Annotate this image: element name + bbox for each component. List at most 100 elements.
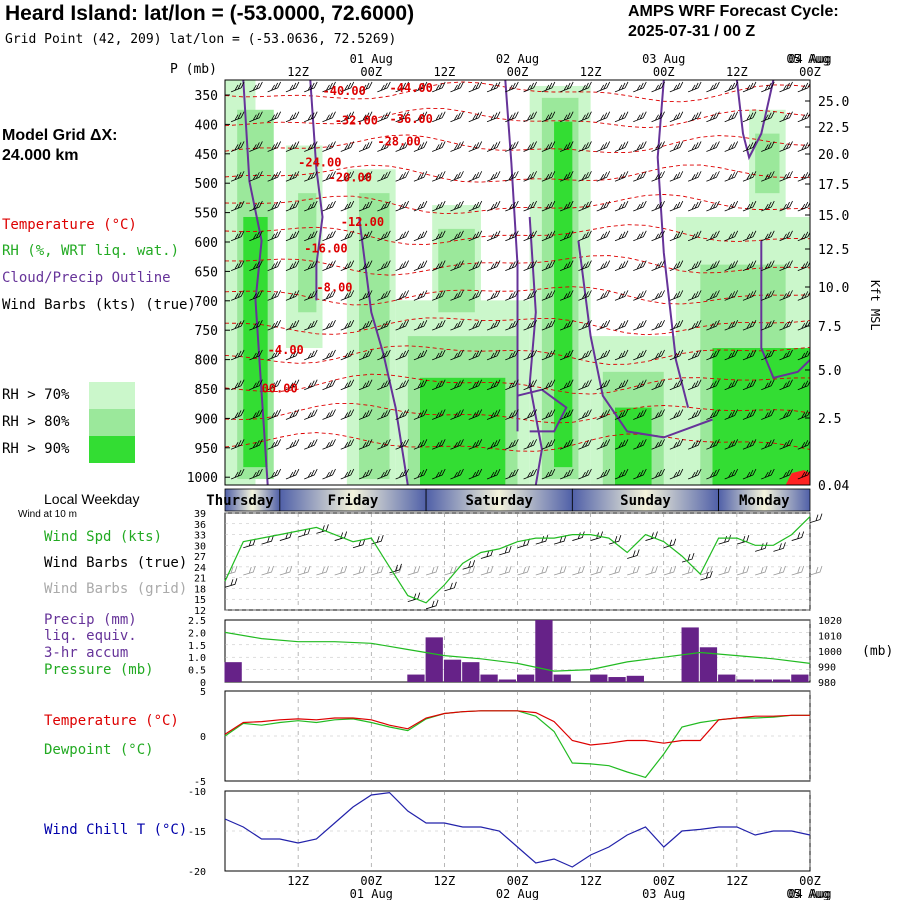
wind-barb (742, 111, 757, 123)
wind-barb (468, 260, 483, 271)
grid-wind-barb (334, 565, 348, 576)
wind-barb (797, 201, 810, 212)
weekday-label: Saturday (466, 493, 534, 509)
wind-barb (669, 319, 684, 331)
dewpoint-series-legend: Dewpoint (°C) (44, 742, 154, 758)
grid-wind-barb (535, 565, 549, 576)
wind-barb (578, 409, 592, 420)
grid-wind-barb (773, 565, 786, 576)
precip-bar (718, 674, 736, 682)
wind-barb (432, 290, 446, 301)
pressure-tick-label: 350 (195, 89, 218, 104)
wind-chill-tick-label: -15 (188, 827, 206, 838)
wind-barb (450, 111, 464, 123)
wind-barb (285, 111, 300, 123)
top-date-label: 05 Aug (786, 52, 829, 66)
wind-barb (249, 81, 263, 93)
grid-wind-barb (298, 565, 311, 576)
temperature-isotherm (225, 164, 810, 183)
wind-barb (651, 290, 665, 301)
wind-barb (358, 409, 373, 420)
xsection-frame (224, 79, 811, 486)
wind-barb (377, 81, 391, 93)
wind-barb (560, 379, 574, 391)
wind-barb (761, 290, 775, 301)
wind-barb (797, 410, 810, 420)
wind-barb (505, 290, 519, 301)
grid-wind-barb (590, 565, 604, 576)
wind-barb (797, 439, 810, 450)
wind-barb (322, 409, 336, 420)
wind-barb (596, 349, 611, 361)
wind-barb (541, 468, 556, 480)
wind-barb (742, 200, 757, 212)
wind-barb (523, 111, 537, 123)
wind-barb (432, 468, 446, 480)
wind-barb (304, 81, 318, 93)
wind-barb (249, 141, 263, 152)
wind-barb (413, 468, 428, 480)
pressure-tick-label: 800 (195, 354, 218, 369)
precip-bar (736, 679, 754, 682)
wind-barb (340, 81, 355, 93)
top-date-label: 04 Aug (788, 52, 831, 66)
wind-barb (669, 200, 684, 212)
wind-barb (230, 439, 245, 450)
wind-barb (395, 171, 409, 182)
wind-barb (486, 230, 501, 242)
precip-bar (791, 674, 809, 682)
wind-barb (468, 200, 483, 212)
wind-barb (358, 319, 373, 331)
wind-barb (486, 439, 501, 450)
grid-wind-barb (371, 565, 384, 576)
wind-barb (432, 230, 446, 242)
wind-barb (614, 200, 629, 212)
precip-bar (699, 647, 718, 682)
wind-barb (486, 111, 501, 123)
wind-barb (450, 290, 464, 301)
precip-bar (553, 674, 571, 682)
grid-wind-barb (407, 565, 421, 576)
wind-barb (614, 379, 629, 391)
wind-barb (651, 260, 665, 271)
wind-barb (486, 141, 501, 152)
wind-barb (633, 230, 647, 242)
wind-barb (633, 439, 647, 450)
wind-barb (285, 409, 300, 420)
top-date-label: 03 Aug (642, 52, 685, 66)
wind-barb (742, 260, 757, 271)
wind-true-legend: Wind Barbs (true) (44, 555, 188, 571)
wind-barb (724, 111, 739, 123)
wind-chill-tick-label: -10 (188, 787, 206, 798)
wind-barb (523, 260, 537, 271)
pressure-tick-label: 400 (195, 118, 218, 133)
precip-bar (480, 674, 498, 682)
wind-speed-line (224, 516, 811, 604)
wind-barb (230, 409, 245, 420)
grid-wind-barb (700, 565, 713, 576)
wind-barb (249, 171, 263, 182)
wind-barb (541, 260, 556, 271)
kft-tick-label: 15.0 (818, 209, 849, 224)
grid-wind-barb (279, 565, 293, 576)
wind-barb (541, 111, 556, 123)
wind-barb (230, 260, 245, 271)
wind-barb (377, 141, 391, 152)
wind-barb (340, 171, 355, 182)
true-wind-barb (572, 531, 585, 541)
wind-barb (541, 439, 556, 450)
wind-barb (742, 141, 757, 152)
wind-barb (230, 171, 245, 182)
true-wind-barb (663, 538, 677, 549)
pressure-tick-label: 1000 (818, 647, 842, 658)
kft-tick-label: 25.0 (818, 95, 849, 110)
temperature-isotherm (225, 81, 810, 103)
wind-barb (523, 468, 537, 480)
wind-barb (797, 261, 810, 271)
wind-barb (687, 111, 702, 123)
wind-barb (706, 200, 720, 212)
wind-barb (486, 81, 501, 93)
pressure-tick-label: 1020 (818, 616, 842, 627)
wind-barb (395, 290, 409, 301)
wind-barb (450, 81, 464, 93)
